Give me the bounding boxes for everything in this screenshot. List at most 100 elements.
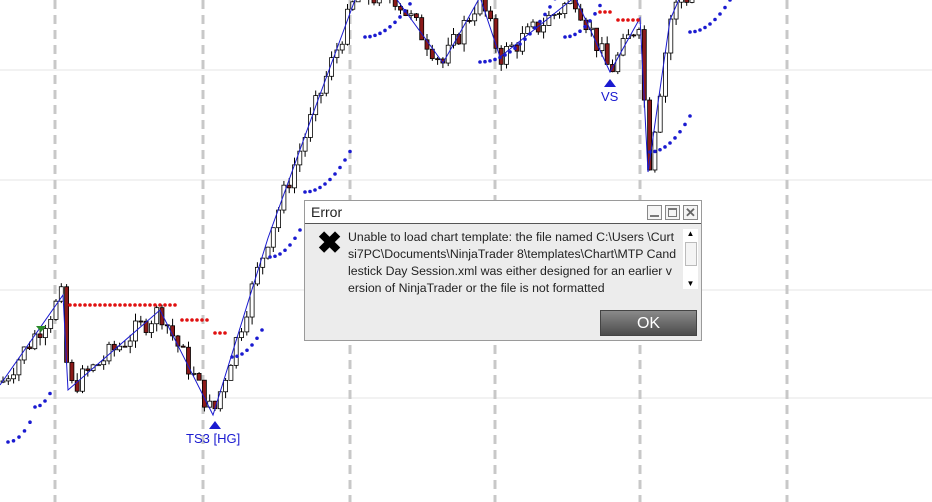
- sar-dot-red: [108, 303, 112, 307]
- candle-body: [456, 34, 462, 45]
- candle-body: [599, 43, 605, 52]
- candle-body: [69, 361, 75, 382]
- sar-dot-red: [200, 318, 204, 322]
- dialog-title: Error: [311, 204, 343, 220]
- sar-dot-blue: [543, 12, 547, 17]
- candle-body: [101, 360, 107, 366]
- candle-body: [355, 0, 361, 3]
- sar-dot-blue: [578, 29, 582, 34]
- candle-body: [117, 345, 122, 351]
- sar-dot-blue: [22, 429, 27, 433]
- dialog-title-bar[interactable]: Error ✕: [305, 201, 701, 224]
- candle-body: [689, 0, 695, 3]
- sar-dot-blue: [713, 17, 717, 22]
- candle-body: [85, 368, 91, 371]
- annotation-vs: VS: [601, 89, 619, 104]
- error-x-icon: ✖: [317, 227, 343, 260]
- sar-dot-blue: [723, 5, 727, 10]
- sar-dot-red: [195, 318, 199, 322]
- sar-dot-blue: [338, 165, 342, 170]
- candle-body: [217, 391, 223, 410]
- sar-dot-blue: [493, 57, 497, 62]
- candle-body: [604, 43, 610, 65]
- sar-dot-blue: [38, 403, 42, 408]
- scroll-thumb[interactable]: [685, 242, 697, 266]
- candle-body: [249, 283, 255, 318]
- sar-dot-blue: [17, 435, 21, 439]
- candle-body: [371, 0, 377, 4]
- sar-dot-red: [621, 18, 625, 22]
- sar-dot-red: [88, 303, 92, 307]
- sar-dot-blue: [508, 50, 512, 54]
- sar-dot-blue: [528, 32, 532, 36]
- sar-dot-blue: [43, 399, 47, 403]
- sar-dot-red: [603, 10, 607, 14]
- sar-dot-red: [631, 18, 635, 22]
- candle-body: [281, 184, 287, 211]
- sar-dot-red: [123, 303, 127, 307]
- candle-body: [520, 33, 525, 52]
- candle-body: [233, 337, 239, 366]
- sar-dot-red: [205, 318, 209, 322]
- candle-body: [684, 0, 690, 3]
- candle-body: [562, 3, 568, 15]
- sar-dot-red: [133, 303, 137, 307]
- minimize-button[interactable]: [647, 204, 662, 220]
- maximize-button[interactable]: [665, 204, 680, 220]
- candle-body: [530, 21, 536, 28]
- sar-dot-blue: [255, 336, 259, 341]
- candle-body: [239, 331, 244, 339]
- sar-dot-blue: [313, 188, 317, 192]
- sar-dot-red: [636, 18, 640, 22]
- sar-dot-blue: [388, 24, 392, 29]
- sar-dot-blue: [393, 20, 397, 25]
- candle-body: [345, 8, 350, 45]
- sar-dot-blue: [348, 149, 352, 154]
- sar-dot-red: [128, 303, 132, 307]
- ok-button[interactable]: OK: [600, 310, 697, 336]
- sar-dot-red: [218, 331, 222, 335]
- candle-body: [525, 26, 531, 34]
- scroll-up-icon[interactable]: ▲: [686, 229, 695, 238]
- sar-dot-blue: [568, 34, 572, 39]
- sar-dot-blue: [653, 149, 657, 154]
- candle-body: [588, 27, 594, 31]
- candle-body: [466, 20, 472, 22]
- sar-dot-red: [616, 18, 620, 22]
- sar-dot-red: [68, 303, 72, 307]
- candle-body: [541, 25, 546, 33]
- candle-body: [228, 364, 234, 381]
- sar-dot-blue: [478, 60, 482, 64]
- candle-body: [48, 319, 54, 329]
- candle-body: [482, 0, 488, 12]
- sar-dot-blue: [708, 22, 712, 26]
- sar-dot-blue: [523, 37, 527, 42]
- sar-dot-blue: [703, 25, 707, 30]
- sar-dot-blue: [28, 420, 32, 425]
- sar-dot-blue: [33, 405, 37, 409]
- message-scrollbar[interactable]: ▲ ▼: [683, 229, 698, 289]
- close-button[interactable]: ✕: [683, 204, 698, 220]
- candle-body: [567, 0, 573, 5]
- sar-dot-red: [148, 303, 152, 307]
- sar-dot-blue: [403, 9, 407, 13]
- sar-dot-blue: [683, 122, 687, 127]
- candle-body: [408, 13, 414, 16]
- candle-body: [43, 328, 48, 339]
- sar-dot-blue: [368, 34, 372, 39]
- sar-dot-blue: [363, 35, 367, 39]
- candle-body: [631, 34, 637, 37]
- candle-body: [16, 359, 22, 376]
- sar-dot-blue: [538, 19, 542, 24]
- sar-dot-blue: [588, 19, 592, 23]
- sar-dot-blue: [240, 352, 244, 356]
- sar-dot-blue: [573, 32, 577, 37]
- candle-body: [546, 14, 552, 26]
- candle-body: [615, 54, 621, 73]
- sar-dot-blue: [503, 53, 507, 57]
- candle-body: [244, 316, 250, 333]
- sar-dot-blue: [718, 12, 722, 16]
- scroll-down-icon[interactable]: ▼: [686, 279, 695, 288]
- sar-dot-red: [173, 303, 177, 307]
